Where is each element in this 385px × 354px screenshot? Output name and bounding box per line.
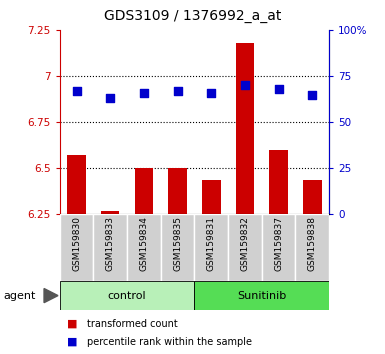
Text: GSM159832: GSM159832 <box>241 216 249 271</box>
Bar <box>168 168 187 214</box>
Text: GSM159831: GSM159831 <box>207 216 216 271</box>
Bar <box>202 180 221 214</box>
Text: control: control <box>108 291 146 301</box>
Bar <box>161 214 194 281</box>
Text: transformed count: transformed count <box>87 319 177 329</box>
Point <box>74 88 80 94</box>
Point <box>242 82 248 88</box>
Text: percentile rank within the sample: percentile rank within the sample <box>87 337 252 347</box>
Bar <box>60 281 194 310</box>
Bar <box>262 214 296 281</box>
Bar <box>303 180 321 214</box>
Point <box>174 88 181 94</box>
Text: GSM159835: GSM159835 <box>173 216 182 271</box>
Text: Sunitinib: Sunitinib <box>237 291 286 301</box>
Bar <box>67 155 86 214</box>
Text: GDS3109 / 1376992_a_at: GDS3109 / 1376992_a_at <box>104 9 281 23</box>
Bar <box>194 281 329 310</box>
Point <box>309 92 315 97</box>
Point <box>208 90 214 96</box>
Bar <box>93 214 127 281</box>
Bar <box>101 211 119 214</box>
Bar <box>236 43 254 214</box>
Text: GSM159830: GSM159830 <box>72 216 81 271</box>
Bar <box>135 168 153 214</box>
Bar <box>270 150 288 214</box>
Polygon shape <box>44 289 58 303</box>
Text: ■: ■ <box>67 319 78 329</box>
Point <box>141 90 147 96</box>
Text: GSM159838: GSM159838 <box>308 216 317 271</box>
Bar <box>194 214 228 281</box>
Point <box>276 86 282 92</box>
Point <box>107 95 113 101</box>
Bar <box>228 214 262 281</box>
Bar <box>60 214 93 281</box>
Text: ■: ■ <box>67 337 78 347</box>
Text: agent: agent <box>4 291 36 301</box>
Text: GSM159837: GSM159837 <box>274 216 283 271</box>
Text: GSM159833: GSM159833 <box>106 216 115 271</box>
Text: GSM159834: GSM159834 <box>139 216 148 271</box>
Bar <box>296 214 329 281</box>
Bar <box>127 214 161 281</box>
